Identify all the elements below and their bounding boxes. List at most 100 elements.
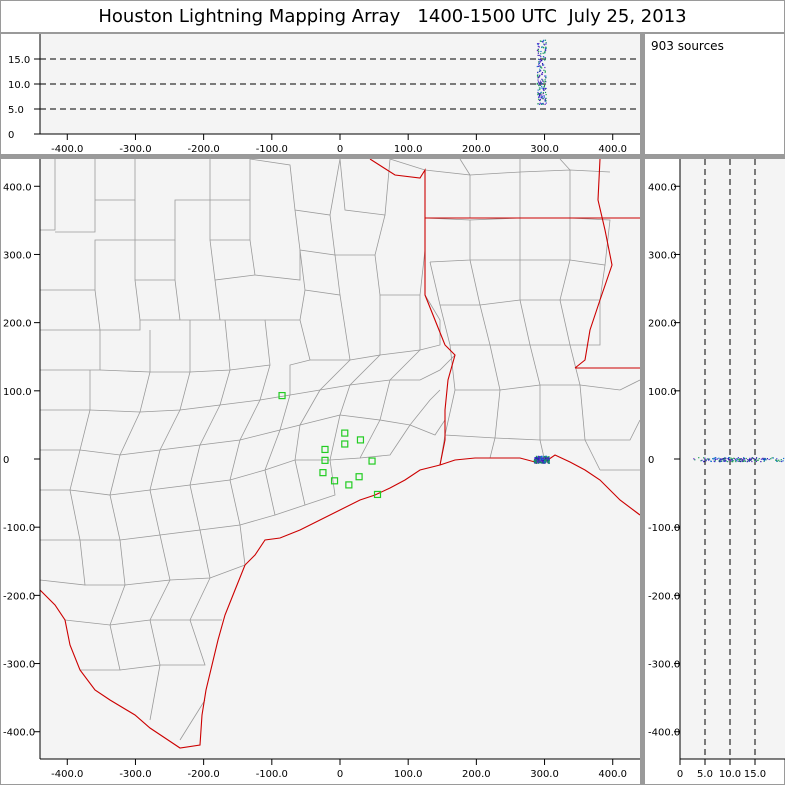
map-source-point [541, 455, 543, 458]
side-source-point [779, 460, 781, 462]
top-source-point [544, 91, 547, 94]
page-title: Houston Lightning Mapping Array 1400-150… [98, 6, 687, 27]
top-source-point [541, 95, 543, 98]
side-source-point [752, 457, 754, 460]
side-source-point [731, 460, 733, 463]
top-source-point [541, 67, 543, 69]
map-source-point [534, 457, 536, 459]
county-boundaries [40, 159, 640, 741]
top-source-point [541, 102, 543, 105]
top-sources [536, 39, 547, 106]
map-source-point [543, 458, 546, 461]
top-source-point [542, 41, 544, 43]
state-boundaries [369, 159, 640, 466]
station-marker [341, 440, 349, 448]
map-source-point [535, 462, 537, 464]
map-source-point [535, 459, 538, 461]
altitude-vs-ns-panel: 400.0 300.0 200.0 100.0 0 -100.0 -200.0 -300.0 -… [648, 159, 785, 780]
top-source-point [536, 83, 538, 85]
side-source-point [757, 459, 759, 461]
map-source-point [534, 462, 536, 464]
top-source-point [539, 61, 541, 63]
top-source-point [541, 85, 543, 88]
side-source-point [738, 460, 740, 462]
top-source-point [538, 58, 540, 61]
top-x-tick-label: -100.0 [256, 144, 288, 155]
map-source-point [548, 456, 550, 459]
top-source-point [543, 69, 545, 71]
side-source-point [714, 460, 716, 462]
top-source-point [537, 94, 539, 96]
top-source-point [545, 93, 547, 96]
side-source-point [746, 461, 748, 463]
top-source-point [541, 82, 543, 85]
side-source-point [707, 458, 709, 460]
top-source-point [542, 91, 544, 94]
top-source-point [545, 46, 547, 48]
top-source-point [540, 66, 542, 68]
top-source-point [544, 87, 546, 90]
map-x-tick-label: 100.0 [394, 769, 423, 780]
top-source-point [542, 88, 544, 90]
side-source-point [725, 459, 727, 461]
top-source-point [538, 62, 540, 65]
side-source-point [756, 459, 758, 461]
top-source-point [540, 83, 542, 85]
map-source-point [542, 457, 544, 460]
top-source-point [544, 57, 547, 60]
top-source-point [539, 68, 541, 70]
side-source-point [777, 460, 779, 462]
side-source-point [770, 458, 772, 460]
side-source-point [743, 457, 745, 459]
top-source-point [539, 61, 542, 63]
lma-stations [278, 391, 382, 499]
side-y-tick-label: 100.0 [648, 387, 677, 398]
side-x-tick-label: 0 [677, 769, 683, 780]
top-source-point [540, 50, 542, 53]
map-y-tick-label: -400.0 [3, 728, 35, 739]
side-source-point [762, 457, 764, 460]
top-source-point [543, 43, 545, 45]
top-source-point [543, 39, 545, 41]
map-source-point [543, 460, 546, 463]
top-source-point [544, 70, 546, 72]
side-source-point [701, 459, 703, 461]
top-source-point [538, 76, 540, 78]
top-source-point [545, 76, 547, 79]
side-source-point [755, 460, 758, 463]
top-source-point [542, 56, 545, 58]
top-source-point [545, 102, 547, 104]
side-source-point [742, 458, 744, 461]
side-source-point [783, 457, 785, 460]
top-source-point [538, 70, 541, 73]
side-source-point [745, 457, 747, 460]
top-source-point [542, 98, 544, 100]
top-source-point [544, 80, 546, 82]
map-y-tick-label: 100.0 [3, 387, 32, 398]
map-source-point [534, 459, 536, 461]
top-source-point [542, 64, 544, 66]
side-source-point [706, 458, 708, 460]
top-source-point [539, 65, 541, 67]
map-source-point [537, 462, 540, 464]
side-source-point [782, 460, 784, 462]
side-source-point [748, 458, 751, 461]
map-source-point [538, 458, 541, 460]
top-source-point [539, 84, 542, 86]
side-source-point [768, 458, 770, 461]
top-source-point [544, 39, 547, 41]
side-source-point [705, 459, 707, 461]
side-source-point [723, 460, 726, 462]
side-source-point [728, 458, 730, 460]
side-source-point [780, 459, 782, 461]
side-source-point [708, 459, 710, 461]
side-source-point [721, 458, 724, 460]
top-x-tick-label: 200.0 [462, 144, 491, 155]
side-sources [693, 456, 785, 463]
map-source-point [548, 456, 550, 458]
map-source-point [539, 458, 542, 460]
top-source-point [541, 46, 543, 48]
side-source-point [748, 459, 751, 461]
map-source-point [548, 460, 550, 463]
side-source-point [765, 459, 767, 461]
